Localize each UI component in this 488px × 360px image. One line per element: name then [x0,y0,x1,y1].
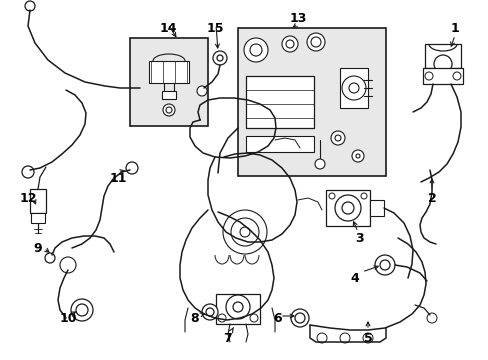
Circle shape [205,308,214,316]
Circle shape [362,333,372,343]
Text: 15: 15 [206,22,224,35]
Text: 5: 5 [363,332,372,345]
Circle shape [334,135,340,141]
Circle shape [330,131,345,145]
Bar [238,28,385,176]
Circle shape [218,314,225,322]
Bar [245,76,313,128]
Circle shape [341,202,353,214]
Circle shape [230,218,259,246]
Circle shape [202,304,218,320]
Circle shape [240,227,249,237]
Bar [149,61,189,83]
Circle shape [316,333,326,343]
Circle shape [163,104,175,116]
Bar [245,136,313,152]
Circle shape [290,309,308,327]
Circle shape [355,154,359,158]
Text: 14: 14 [159,22,176,35]
Circle shape [310,37,320,47]
Circle shape [360,193,366,199]
Circle shape [306,33,325,51]
Bar [216,294,260,324]
Circle shape [374,255,394,275]
Circle shape [348,83,358,93]
Circle shape [223,210,266,254]
Bar [31,213,45,223]
Text: 8: 8 [190,311,199,324]
Circle shape [225,295,249,319]
Bar [130,38,207,126]
Text: 12: 12 [19,192,37,204]
Circle shape [426,313,436,323]
Circle shape [282,36,297,52]
Circle shape [244,38,267,62]
Text: 7: 7 [223,332,232,345]
Circle shape [126,162,138,174]
Circle shape [285,40,293,48]
Circle shape [25,1,35,11]
Circle shape [76,304,88,316]
Bar [422,68,462,84]
Bar [325,190,369,226]
Circle shape [334,195,360,221]
Circle shape [294,313,305,323]
Circle shape [197,86,206,96]
Circle shape [452,72,460,80]
Text: 4: 4 [350,271,359,284]
Circle shape [213,51,226,65]
Text: 13: 13 [289,12,306,24]
Circle shape [60,257,76,273]
Circle shape [232,302,243,312]
Circle shape [22,166,34,178]
Text: 10: 10 [59,311,77,324]
Bar [162,91,176,99]
Circle shape [424,72,432,80]
Circle shape [314,159,325,169]
Circle shape [217,55,223,61]
Bar [339,68,367,108]
Circle shape [379,260,389,270]
Circle shape [165,107,172,113]
Circle shape [71,299,93,321]
Circle shape [351,150,363,162]
Text: 11: 11 [109,171,126,184]
Circle shape [328,193,334,199]
Bar [424,44,460,68]
Text: 1: 1 [450,22,458,35]
Bar [30,189,46,213]
Text: 2: 2 [427,192,435,204]
Text: 9: 9 [34,242,42,255]
Circle shape [339,333,349,343]
Text: 6: 6 [273,311,282,324]
Circle shape [249,314,258,322]
Text: 3: 3 [355,231,364,244]
Circle shape [45,253,55,263]
Bar [369,200,383,216]
Circle shape [249,44,262,56]
Circle shape [433,55,451,73]
Circle shape [341,76,365,100]
